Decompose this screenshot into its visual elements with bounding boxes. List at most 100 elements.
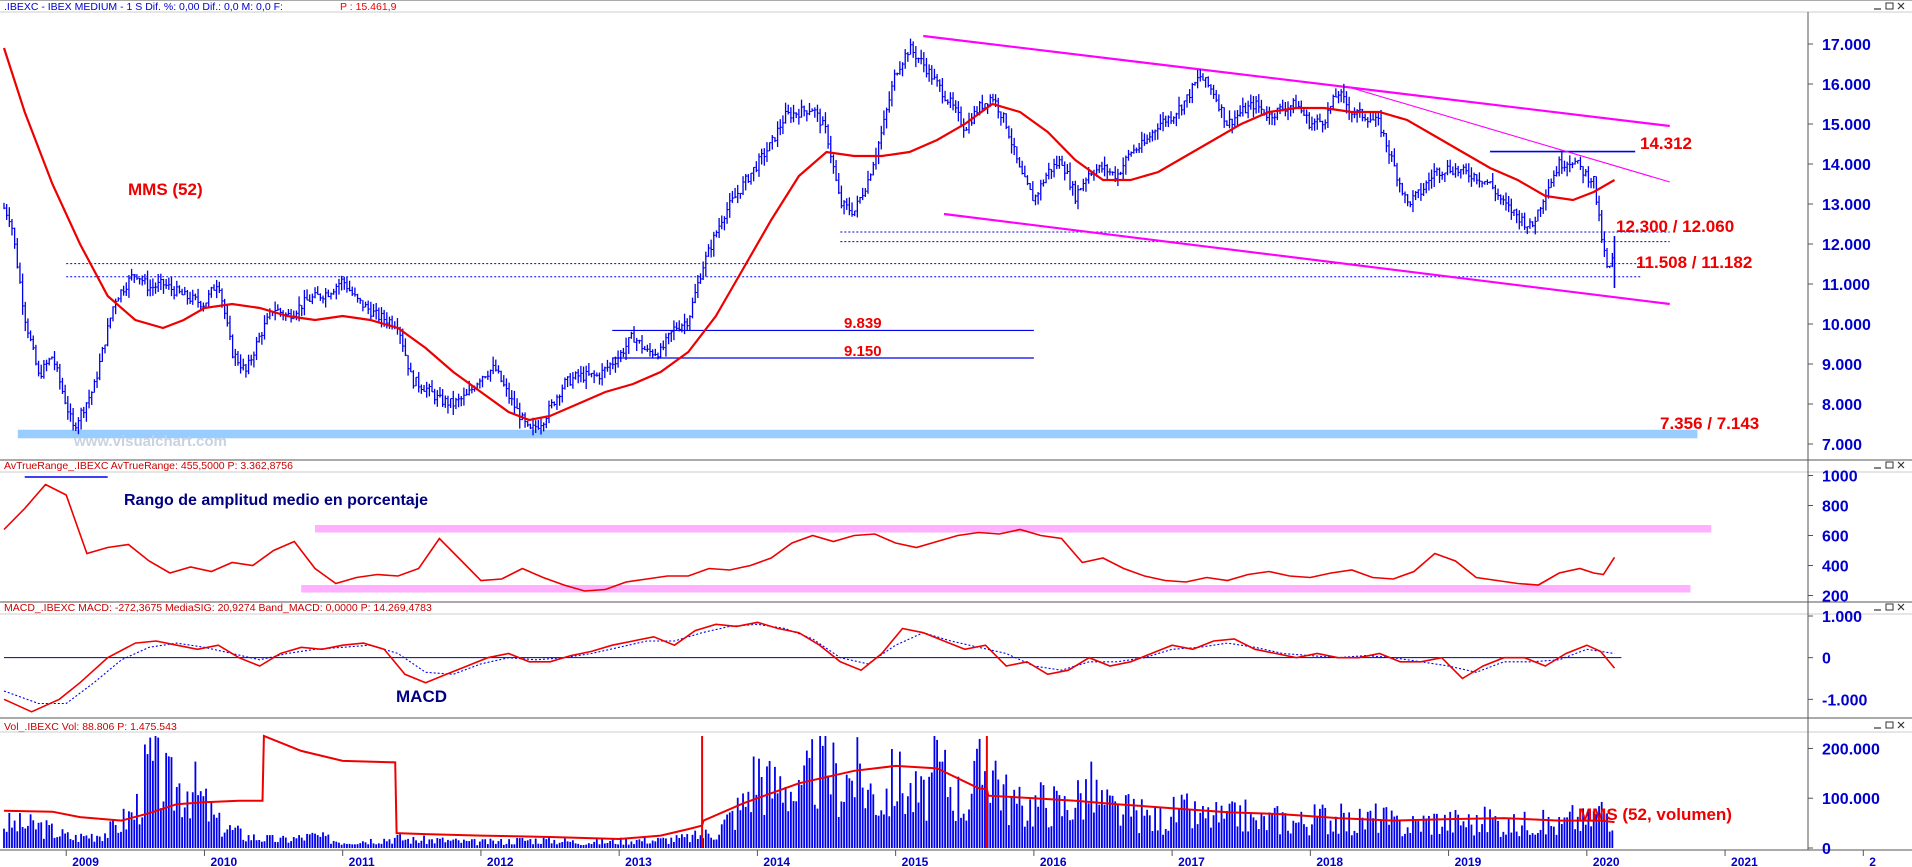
close-icon[interactable] bbox=[1897, 603, 1905, 611]
price-bar bbox=[303, 289, 307, 316]
price-bar bbox=[691, 297, 695, 319]
volume-bar bbox=[1316, 817, 1319, 848]
maximize-icon[interactable] bbox=[1885, 721, 1894, 729]
price-bar bbox=[532, 417, 536, 436]
volume-bar bbox=[1061, 816, 1063, 848]
volume-bar bbox=[1361, 817, 1364, 848]
price-bar bbox=[1064, 161, 1067, 181]
volume-bar bbox=[282, 835, 285, 848]
volume-bar bbox=[391, 843, 394, 848]
volume-bar bbox=[1271, 814, 1273, 848]
watermark: www.visualchart.com bbox=[73, 433, 227, 450]
volume-bar bbox=[548, 836, 550, 848]
price-bar bbox=[604, 366, 607, 379]
volume-bar bbox=[776, 793, 779, 848]
price-bar bbox=[362, 300, 365, 312]
volume-bar bbox=[1249, 814, 1252, 848]
volume-bar bbox=[1164, 828, 1167, 848]
price-bar bbox=[1449, 159, 1453, 174]
volume-bar bbox=[715, 839, 718, 848]
close-icon[interactable] bbox=[1897, 461, 1905, 469]
maximize-icon[interactable] bbox=[1885, 2, 1894, 10]
volume-bar bbox=[255, 840, 258, 848]
volume-bar bbox=[912, 812, 915, 848]
panel-window-controls[interactable] bbox=[1874, 603, 1905, 611]
price-bar bbox=[779, 119, 783, 136]
price-bar bbox=[1369, 111, 1373, 123]
close-icon[interactable] bbox=[1897, 721, 1905, 729]
price-bar bbox=[715, 230, 719, 238]
price-bar bbox=[426, 381, 429, 398]
price-bar bbox=[1098, 164, 1102, 174]
price-bar bbox=[1534, 216, 1538, 235]
price-bar bbox=[101, 346, 105, 362]
volume-bar bbox=[744, 806, 747, 848]
volume-bar bbox=[327, 834, 330, 848]
volume-bar bbox=[133, 819, 136, 848]
price-bar bbox=[136, 274, 139, 280]
price-bar bbox=[739, 192, 743, 199]
volume-bar bbox=[510, 844, 513, 848]
price-bar bbox=[1497, 188, 1501, 200]
volume-bar bbox=[925, 820, 928, 848]
volume-bar bbox=[593, 841, 596, 848]
price-bar bbox=[130, 268, 134, 281]
price-bar bbox=[957, 101, 961, 122]
maximize-icon[interactable] bbox=[1885, 461, 1894, 469]
volume-bar bbox=[375, 844, 378, 848]
volume-bar bbox=[279, 837, 282, 848]
panel-window-controls[interactable] bbox=[1874, 2, 1905, 10]
maximize-icon[interactable] bbox=[1885, 603, 1894, 611]
volume-bar bbox=[962, 813, 965, 848]
volume-bar bbox=[843, 801, 845, 848]
price-bar bbox=[944, 90, 948, 102]
price-bar bbox=[61, 377, 65, 395]
price-bar bbox=[1420, 182, 1423, 201]
volume-bar bbox=[319, 836, 322, 848]
price-bar bbox=[295, 310, 299, 321]
panel-window-controls[interactable] bbox=[1874, 461, 1905, 469]
price-bar bbox=[1074, 180, 1078, 205]
volume-bar bbox=[1000, 810, 1002, 848]
price-bar bbox=[556, 394, 559, 410]
volume-bar bbox=[845, 774, 848, 848]
price-bar bbox=[912, 41, 916, 58]
volume-bar bbox=[630, 841, 633, 848]
price-bar bbox=[194, 293, 198, 301]
panel-window-controls[interactable] bbox=[1874, 721, 1905, 729]
volume-bar bbox=[151, 760, 154, 848]
volume-bar bbox=[976, 748, 978, 848]
price-bar bbox=[1149, 132, 1152, 143]
volume-bar bbox=[1326, 834, 1329, 848]
price-bar bbox=[1212, 84, 1216, 99]
price-bar bbox=[1125, 155, 1128, 175]
volume-bar bbox=[61, 829, 64, 848]
volume-bar bbox=[1505, 834, 1507, 848]
volume-bar bbox=[266, 835, 269, 848]
price-bar bbox=[1146, 134, 1150, 145]
volume-bar bbox=[1457, 814, 1460, 848]
price-bar bbox=[277, 304, 280, 312]
price-bar bbox=[787, 104, 791, 115]
price-bar bbox=[1133, 144, 1136, 154]
atr-lower-band bbox=[301, 585, 1691, 593]
volume-bar bbox=[1510, 832, 1513, 848]
price-bar bbox=[24, 301, 28, 332]
volume-bar bbox=[29, 814, 32, 848]
volume-bar bbox=[114, 824, 117, 848]
volume-bar bbox=[1494, 816, 1497, 848]
window-controls[interactable] bbox=[1874, 2, 1905, 729]
price-bar bbox=[941, 77, 945, 104]
close-icon[interactable] bbox=[1897, 2, 1905, 10]
volume-bar bbox=[1178, 808, 1180, 848]
atr-y-tick-label: 800 bbox=[1822, 499, 1849, 516]
price-bar bbox=[1042, 179, 1046, 187]
volume-bar bbox=[646, 843, 649, 848]
price-bar bbox=[702, 261, 706, 280]
price-bar bbox=[489, 369, 493, 382]
price-bar bbox=[750, 172, 754, 185]
volume-bar bbox=[1430, 834, 1433, 848]
volume-bar bbox=[1015, 803, 1018, 848]
price-bar bbox=[1319, 113, 1322, 123]
price-bar bbox=[564, 377, 567, 390]
